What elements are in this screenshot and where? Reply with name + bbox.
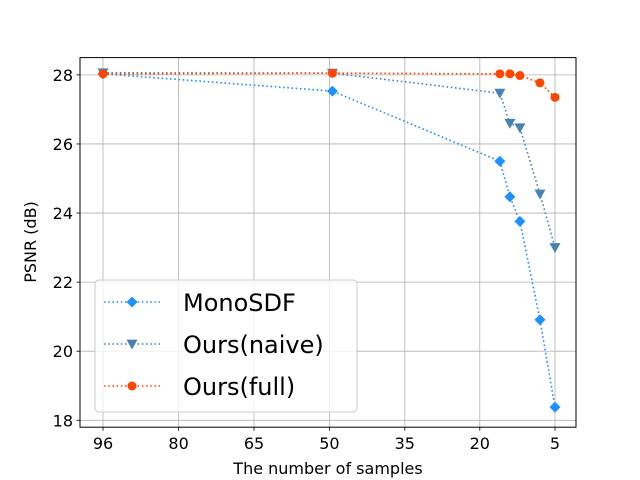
data-point [549, 243, 561, 254]
data-point [505, 69, 515, 79]
data-point [98, 69, 108, 79]
x-axis-label: The number of samples [232, 459, 422, 478]
data-point [326, 85, 338, 97]
series-ours-full- [98, 68, 560, 102]
data-point [515, 71, 525, 81]
y-tick-label: 18 [53, 411, 73, 430]
data-point [550, 92, 560, 102]
data-point [327, 68, 337, 78]
data-point [504, 191, 516, 203]
data-point [514, 215, 526, 227]
x-tick-label: 80 [168, 434, 188, 453]
legend-label: MonoSDF [183, 289, 296, 317]
y-ticks: 18 20 22 24 26 28 [53, 66, 80, 430]
data-point [535, 78, 545, 88]
y-tick-label: 22 [53, 273, 73, 292]
data-point [494, 88, 506, 99]
grid [80, 57, 576, 428]
x-tick-label: 65 [244, 434, 264, 453]
y-tick-label: 20 [53, 342, 73, 361]
legend: MonoSDF Ours(naive) Ours(full) [94, 279, 358, 413]
data-point [495, 69, 505, 79]
y-axis-label: PSNR (dB) [21, 201, 40, 283]
data-point [504, 118, 516, 129]
data-point [534, 189, 546, 200]
data-point [549, 401, 561, 413]
data-point [514, 123, 526, 134]
legend-label: Ours(full) [183, 373, 295, 401]
x-tick-label: 96 [93, 434, 113, 453]
data-point [534, 314, 546, 326]
legend-marker [126, 339, 138, 350]
x-tick-label: 5 [550, 434, 560, 453]
y-tick-label: 28 [53, 66, 73, 85]
series-layer [97, 68, 561, 413]
y-tick-label: 26 [53, 135, 73, 154]
legend-marker [126, 296, 138, 308]
legend-marker [127, 381, 137, 391]
x-tick-label: 35 [395, 434, 415, 453]
y-tick-label: 24 [53, 204, 73, 223]
x-ticks: 96 80 65 50 35 20 5 [93, 427, 560, 453]
data-point [494, 155, 506, 167]
legend-label: Ours(naive) [183, 331, 324, 359]
x-tick-label: 20 [470, 434, 490, 453]
plot-frame [79, 57, 577, 428]
x-tick-label: 50 [319, 434, 339, 453]
legend-box [94, 279, 358, 413]
